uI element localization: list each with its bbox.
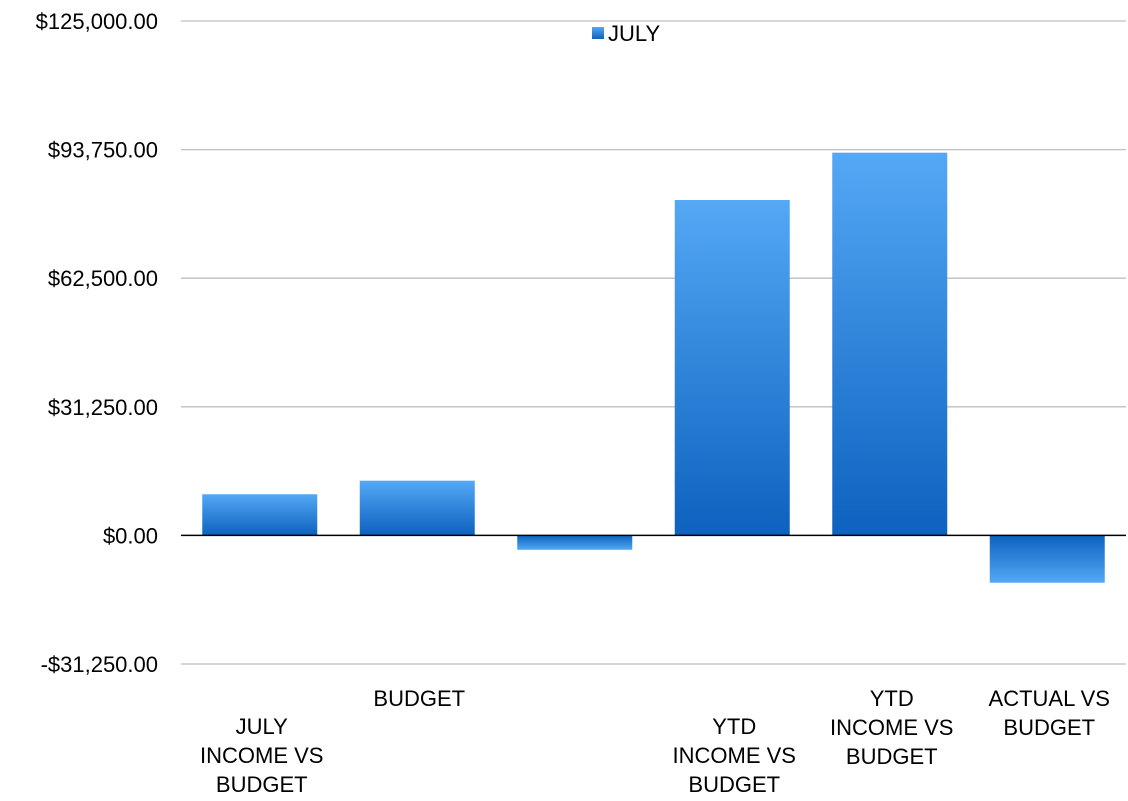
y-axis-tick-labels: $125,000.00 $93,750.00 $62,500.00 $31,250.0… [36, 9, 158, 677]
legend-swatch-july [592, 27, 604, 39]
bar [674, 200, 790, 536]
x-category-label: YTD INCOME VS BUDGET [673, 714, 796, 797]
y-tick-label: -$31,250.00 [41, 652, 158, 677]
y-tick-label: $125,000.00 [36, 9, 158, 34]
y-tick-label: $0.00 [103, 523, 158, 548]
grid-lines [181, 20, 1126, 665]
bars [202, 152, 1105, 583]
legend-label-july: JULY [608, 21, 660, 46]
x-category-label: YTD INCOME VS BUDGET [830, 686, 953, 769]
x-category-label: BUDGET [373, 686, 465, 711]
legend: JULY [592, 21, 660, 46]
y-tick-label: $31,250.00 [48, 395, 158, 420]
bar [517, 535, 633, 550]
x-axis-category-labels: JULY INCOME VS BUDGET BUDGET YTD INCOME VS BUD… [200, 686, 1110, 797]
x-category-label: ACTUAL VS BUDGET [989, 686, 1110, 740]
y-tick-label: $62,500.00 [48, 266, 158, 291]
bar [202, 494, 318, 536]
y-tick-label: $93,750.00 [48, 138, 158, 163]
bar [989, 535, 1105, 583]
x-category-label: JULY INCOME VS BUDGET [200, 714, 323, 797]
bar [359, 480, 475, 536]
bar [832, 152, 948, 536]
